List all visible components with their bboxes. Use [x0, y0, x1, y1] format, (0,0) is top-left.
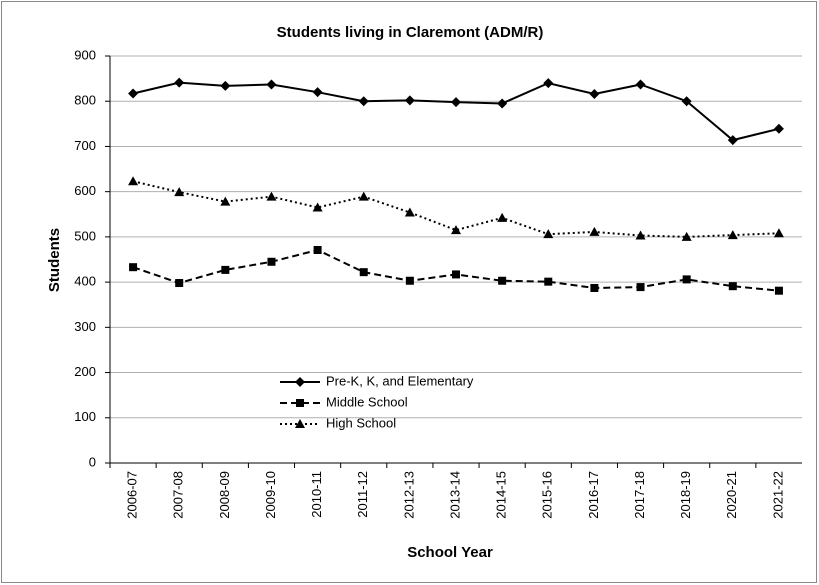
marker-diamond	[128, 88, 139, 99]
y-axis-title: Students	[46, 228, 63, 292]
marker-square	[544, 277, 553, 286]
x-tick-label: 2013-14	[447, 471, 462, 519]
marker-square	[590, 283, 599, 292]
marker-diamond	[312, 87, 323, 98]
marker-square	[498, 276, 507, 285]
x-tick-label: 2015-16	[540, 471, 555, 519]
marker-square	[405, 276, 414, 285]
marker-square	[175, 279, 184, 288]
marker-square	[682, 275, 691, 284]
marker-diamond	[635, 79, 646, 90]
marker-square	[296, 399, 304, 407]
x-tick-label: 2020-21	[724, 471, 739, 519]
marker-diamond	[451, 97, 461, 108]
y-tick-label: 0	[89, 454, 96, 469]
marker-diamond	[220, 80, 231, 91]
marker-diamond	[404, 95, 415, 106]
x-tick-label: 2018-19	[678, 471, 693, 519]
marker-diamond	[589, 88, 600, 99]
marker-triangle	[312, 202, 323, 212]
marker-triangle	[266, 191, 277, 201]
marker-diamond	[295, 377, 305, 387]
x-tick-label: 2007-08	[171, 471, 186, 519]
x-tick-label: 2016-17	[586, 471, 601, 519]
marker-triangle	[220, 196, 231, 206]
marker-triangle	[128, 176, 139, 186]
x-tick-label: 2009-10	[263, 471, 278, 519]
marker-triangle	[681, 231, 692, 241]
x-tick-label: 2021-22	[770, 471, 785, 519]
marker-triangle	[727, 230, 738, 240]
x-tick-label: 2017-18	[632, 471, 647, 519]
marker-diamond	[174, 77, 185, 88]
y-tick-label: 900	[74, 47, 96, 62]
marker-square	[129, 263, 138, 272]
y-tick-label: 200	[74, 364, 96, 379]
y-tick-label: 600	[74, 183, 96, 198]
chart-title: Students living in Claremont (ADM/R)	[277, 24, 544, 41]
marker-square	[359, 268, 368, 277]
marker-diamond	[727, 135, 738, 146]
marker-diamond	[266, 79, 277, 90]
marker-diamond	[358, 96, 369, 107]
y-tick-label: 800	[74, 93, 96, 108]
marker-diamond	[681, 96, 692, 107]
x-tick-label: 2006-07	[125, 471, 140, 519]
marker-triangle	[404, 207, 415, 217]
marker-triangle	[174, 187, 185, 197]
y-tick-label: 400	[74, 274, 96, 289]
x-axis-title: School Year	[407, 544, 493, 561]
legend-label: Middle School	[326, 394, 408, 409]
marker-triangle	[589, 226, 600, 236]
y-tick-label: 300	[74, 319, 96, 334]
x-tick-label: 2014-15	[494, 471, 509, 519]
marker-triangle	[635, 230, 646, 240]
marker-square	[728, 282, 737, 291]
marker-triangle	[451, 225, 461, 235]
marker-diamond	[773, 123, 784, 134]
marker-triangle	[543, 229, 554, 239]
marker-triangle	[497, 212, 508, 222]
legend-label: High School	[326, 415, 396, 430]
marker-diamond	[543, 78, 554, 89]
marker-square	[267, 257, 276, 266]
marker-triangle	[358, 191, 369, 201]
marker-square	[313, 246, 322, 255]
marker-square	[221, 265, 230, 274]
x-tick-label: 2011-12	[355, 471, 370, 518]
x-tick-label: 2008-09	[217, 471, 232, 519]
y-tick-label: 100	[74, 409, 96, 424]
y-tick-label: 500	[74, 228, 96, 243]
marker-square	[774, 286, 783, 295]
marker-diamond	[497, 98, 508, 109]
marker-triangle	[295, 419, 305, 428]
legend-label: Pre-K, K, and Elementary	[326, 373, 474, 388]
marker-square	[636, 283, 645, 292]
marker-square	[452, 270, 460, 279]
y-tick-label: 700	[74, 138, 96, 153]
x-tick-label: 2012-13	[401, 471, 416, 519]
marker-triangle	[773, 228, 784, 238]
x-tick-label: 2010-11	[309, 471, 324, 518]
